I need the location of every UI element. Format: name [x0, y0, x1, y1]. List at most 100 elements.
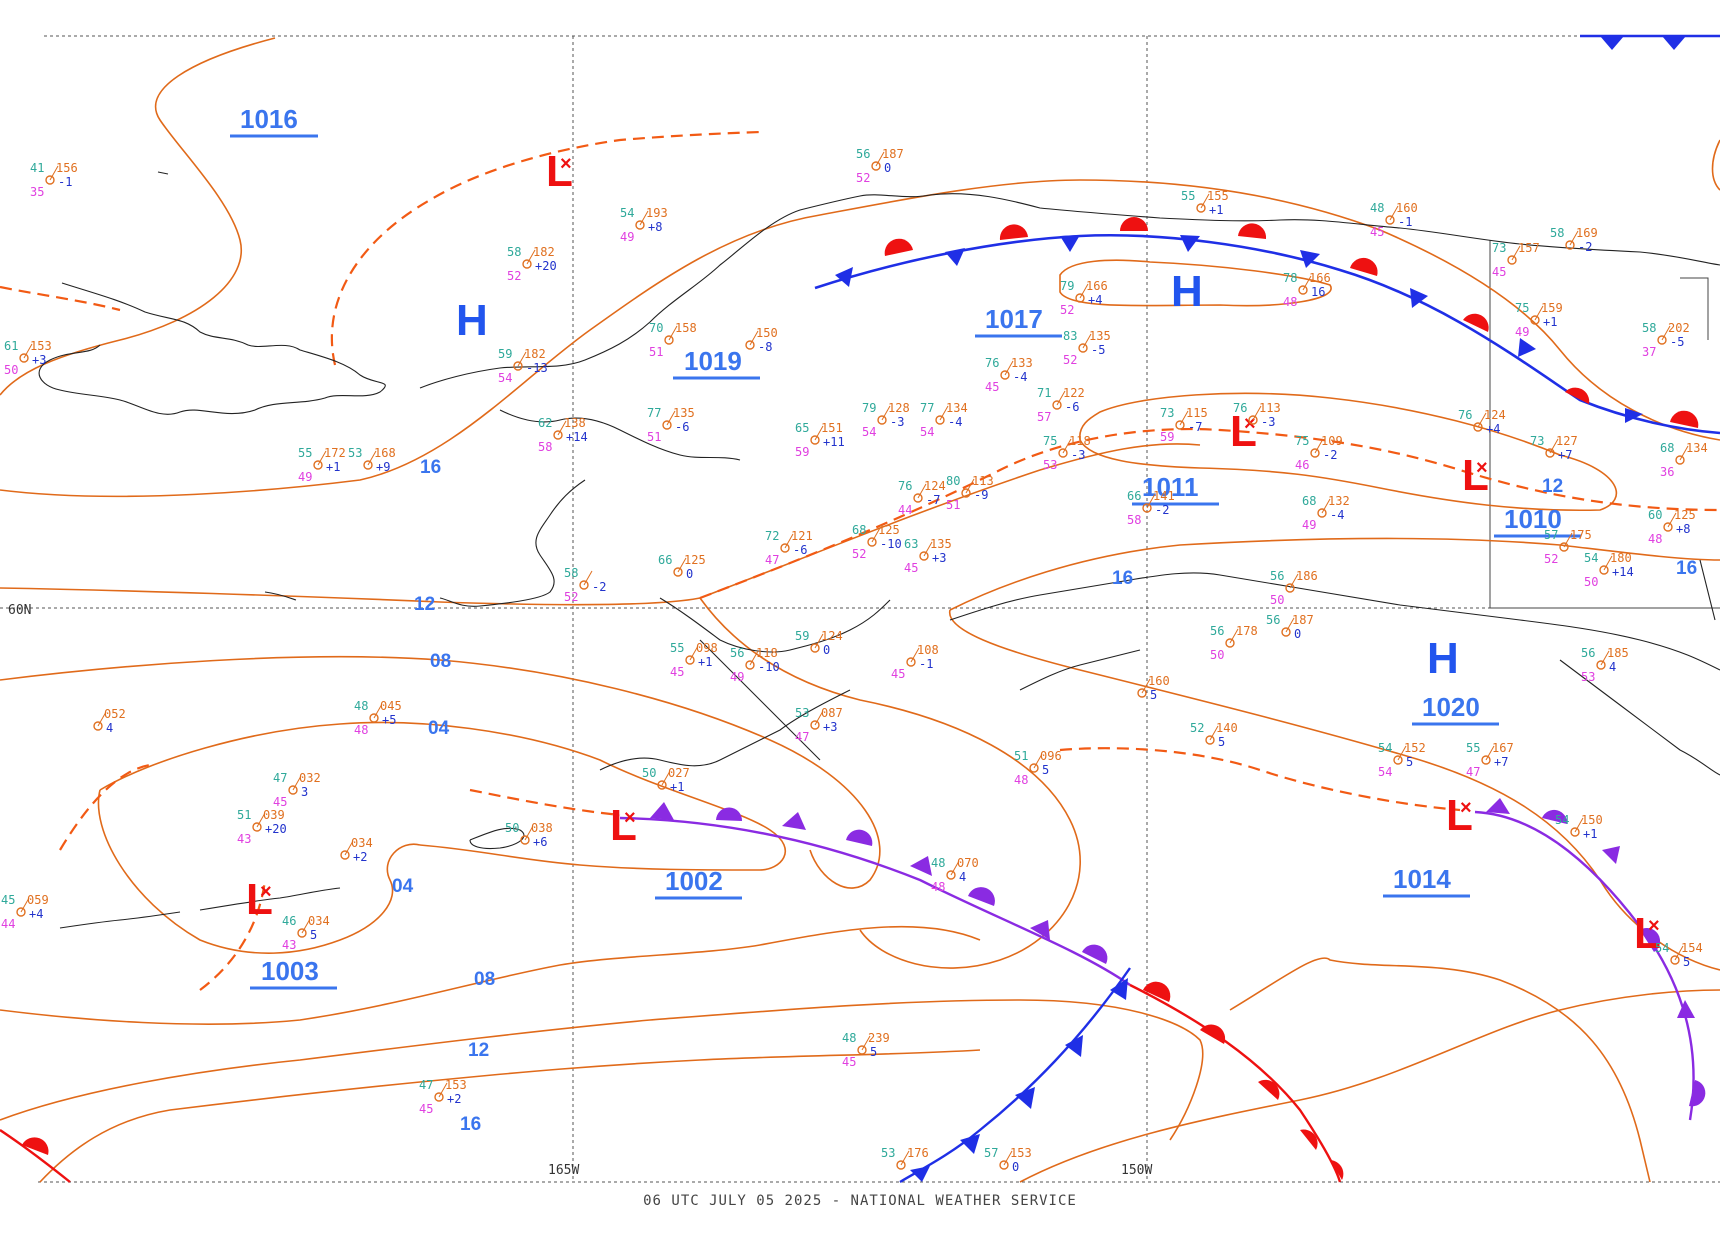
wind-barb-icon	[1603, 555, 1613, 571]
wind-barb-icon	[1477, 412, 1487, 428]
station-pressure: 160	[1396, 201, 1418, 215]
station-temp: 59	[795, 629, 809, 643]
station-circle-icon	[673, 567, 683, 577]
wind-barb-icon	[517, 351, 527, 367]
wind-barb-icon	[1209, 725, 1219, 741]
station-pressure: 152	[1404, 741, 1426, 755]
station-tendency: 5	[870, 1045, 877, 1059]
station-tendency: +4	[1088, 293, 1102, 307]
station-pressure: 175	[1570, 528, 1592, 542]
station-tendency: -7	[926, 493, 940, 507]
pressure-label: 1016	[230, 104, 318, 138]
svg-text:1017: 1017	[985, 304, 1043, 334]
coastlines	[38, 171, 1720, 929]
station-pressure: 153	[1010, 1146, 1032, 1160]
station-plot: 68 132 49 -4	[1302, 494, 1350, 532]
wind-barb-icon	[1302, 275, 1312, 291]
station-tendency: -2	[592, 580, 606, 594]
station-tendency: +20	[535, 259, 557, 273]
station-pressure: 124	[924, 479, 946, 493]
station-dewpoint: 58	[538, 440, 552, 454]
station-dewpoint: 47	[765, 553, 779, 567]
station-circle-icon	[1052, 400, 1062, 410]
station-circle-icon	[1029, 763, 1039, 773]
station-circle-icon	[252, 822, 262, 832]
station-plot: 75 118 53 -3	[1043, 434, 1091, 472]
station-tendency: 5	[1683, 955, 1690, 969]
station-tendency: 4	[106, 721, 113, 735]
station-plot: 48 070 48 4	[931, 856, 979, 894]
station-pressure: 141	[1153, 489, 1175, 503]
station-pressure: 135	[1089, 329, 1111, 343]
station-pressure: 193	[646, 206, 668, 220]
station-circle-icon	[522, 259, 532, 269]
station-plot: 51 096 48 5	[1014, 749, 1062, 787]
station-temp: 56	[730, 646, 744, 660]
svg-text:1002: 1002	[665, 866, 723, 896]
station-plot: 51 039 43 +20	[237, 808, 287, 846]
station-temp: 55	[670, 641, 684, 655]
svg-text:1020: 1020	[1422, 692, 1480, 722]
station-tendency: -13	[526, 361, 548, 375]
station-tendency: +1	[670, 780, 684, 794]
station-dewpoint: 52	[852, 547, 866, 561]
station-pressure: 124	[1484, 408, 1506, 422]
station-plot: 58 52 -2	[564, 566, 606, 604]
station-plot: 73 127+7	[1530, 434, 1578, 462]
station-pressure: 150	[1581, 813, 1603, 827]
station-plot: 48 160 45 -1	[1370, 201, 1418, 239]
station-pressure: 087	[821, 706, 843, 720]
svg-text:1003: 1003	[261, 956, 319, 986]
wind-barb-icon	[1146, 493, 1156, 509]
station-temp: 59	[498, 347, 512, 361]
station-circle-icon	[1205, 735, 1215, 745]
wind-barb-icon	[950, 860, 960, 876]
station-tendency: 5	[1042, 763, 1049, 777]
wind-barb-icon	[317, 450, 327, 466]
station-temp: 50	[642, 766, 656, 780]
station-circle-icon	[1248, 415, 1258, 425]
station-circle-icon	[1596, 660, 1606, 670]
wind-barb-icon	[1200, 193, 1210, 209]
station-pressure: 118	[756, 646, 778, 660]
station-plot: 53 168+9	[348, 446, 396, 474]
station-tendency: +4	[29, 907, 43, 921]
warm-front-sw	[0, 1129, 71, 1183]
station-temp: 76	[985, 356, 999, 370]
station-circle-icon	[1473, 422, 1483, 432]
station-dewpoint: 50	[4, 363, 18, 377]
station-temp: 73	[1530, 434, 1544, 448]
station-dewpoint: 45	[273, 795, 287, 809]
isobar-labels: 16 12 08 04 04 08 12 16 16 12 16	[392, 457, 1697, 1135]
station-tendency: -5	[1670, 335, 1684, 349]
station-tendency: 0	[884, 161, 891, 175]
station-circle-icon	[1137, 688, 1147, 698]
station-plot: 48 239 45 5	[842, 1031, 890, 1069]
station-pressure: 052	[104, 707, 126, 721]
station-circle-icon	[896, 1160, 906, 1170]
station-temp: 54	[1584, 551, 1598, 565]
station-pressure: 182	[533, 245, 555, 259]
station-pressure: 134	[946, 401, 968, 415]
svg-text:1016: 1016	[240, 104, 298, 134]
svg-text:L: L	[610, 801, 637, 850]
station-plot: 73 115 59 -7	[1160, 406, 1208, 444]
high-center-icon: H	[1171, 267, 1203, 316]
station-pressure: 125	[1674, 508, 1696, 522]
wind-barb-icon	[292, 775, 302, 791]
svg-text:×: ×	[260, 881, 272, 903]
station-temp: 66	[1127, 489, 1141, 503]
wind-barb-icon	[301, 918, 311, 934]
isobar-label: 12	[1542, 476, 1563, 497]
wind-barb-icon	[900, 1150, 910, 1166]
cold-front-south	[899, 967, 1131, 1184]
station-temp: 68	[1302, 494, 1316, 508]
station-temp: 56	[1266, 613, 1280, 627]
wind-barb-icon	[1003, 1150, 1013, 1166]
station-dewpoint: 51	[647, 430, 661, 444]
station-circle-icon	[1175, 420, 1185, 430]
station-plot: 41 156 35 -1	[30, 161, 78, 199]
station-temp: 71	[1037, 386, 1051, 400]
